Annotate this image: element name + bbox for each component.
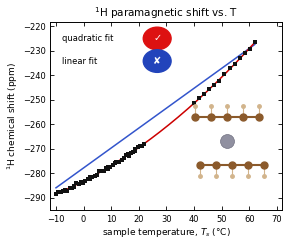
Point — [60, 189, 65, 193]
Point — [138, 144, 142, 148]
Point — [104, 166, 108, 170]
Point — [120, 158, 124, 162]
Point — [54, 192, 58, 196]
Point — [83, 179, 88, 183]
Point — [56, 190, 60, 194]
Point — [126, 154, 131, 158]
Point — [116, 160, 120, 164]
Point — [122, 156, 126, 160]
Point — [232, 62, 237, 66]
Point — [135, 145, 140, 149]
Point — [63, 188, 67, 192]
Point — [71, 185, 76, 189]
Point — [72, 185, 76, 189]
Point — [99, 170, 104, 173]
Point — [133, 149, 137, 153]
Point — [207, 87, 212, 91]
Point — [101, 169, 106, 173]
Point — [126, 152, 131, 156]
Point — [197, 96, 201, 100]
Point — [227, 66, 232, 70]
Point — [114, 160, 119, 164]
Point — [71, 184, 76, 188]
Point — [88, 177, 92, 181]
Point — [79, 180, 83, 184]
Point — [88, 175, 93, 179]
Text: quadratic fit: quadratic fit — [62, 34, 113, 43]
Point — [202, 93, 206, 97]
Point — [222, 72, 227, 76]
Point — [253, 40, 257, 44]
Point — [76, 182, 81, 186]
Point — [65, 189, 70, 193]
Point — [106, 165, 110, 169]
Point — [94, 173, 99, 177]
Point — [106, 167, 110, 171]
Point — [140, 144, 144, 148]
Y-axis label: $^{1}$H chemical shift (ppm): $^{1}$H chemical shift (ppm) — [5, 61, 20, 170]
Text: ✓: ✓ — [153, 34, 161, 43]
Point — [64, 189, 68, 193]
Point — [247, 47, 252, 50]
Point — [110, 163, 115, 167]
Point — [81, 181, 86, 185]
Point — [74, 181, 79, 185]
Point — [237, 56, 242, 60]
Point — [124, 153, 128, 157]
X-axis label: sample temperature, $T_s$ (°C): sample temperature, $T_s$ (°C) — [102, 226, 231, 239]
Point — [117, 160, 122, 164]
Point — [90, 175, 94, 179]
Point — [217, 79, 222, 83]
Text: linear fit: linear fit — [62, 57, 97, 66]
Point — [142, 142, 147, 146]
Point — [212, 84, 217, 87]
Point — [108, 165, 113, 169]
Point — [128, 151, 133, 155]
Point — [58, 190, 63, 194]
Point — [67, 186, 72, 190]
Point — [131, 150, 135, 154]
Point — [192, 101, 196, 105]
Point — [133, 147, 138, 151]
Point — [115, 160, 120, 164]
Point — [92, 174, 97, 178]
Text: ✘: ✘ — [153, 56, 161, 66]
Point — [113, 161, 117, 165]
Title: $^{1}$H paramagnetic shift vs. T: $^{1}$H paramagnetic shift vs. T — [94, 6, 238, 21]
Circle shape — [143, 50, 171, 72]
Point — [86, 177, 90, 181]
Point — [69, 186, 74, 190]
Point — [242, 51, 247, 55]
Circle shape — [143, 27, 171, 50]
Point — [105, 167, 110, 171]
Point — [97, 169, 101, 173]
